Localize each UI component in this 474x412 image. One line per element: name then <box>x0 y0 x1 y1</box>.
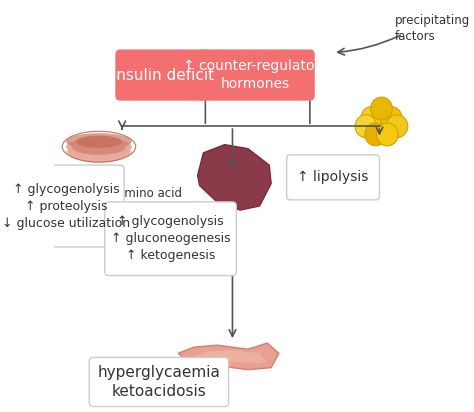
FancyBboxPatch shape <box>198 51 314 100</box>
Text: hyperglycaemia
ketoacidosis: hyperglycaemia ketoacidosis <box>98 365 220 399</box>
Ellipse shape <box>72 138 126 155</box>
Circle shape <box>361 107 383 129</box>
Ellipse shape <box>66 133 132 150</box>
Polygon shape <box>198 145 271 210</box>
Text: amino acid: amino acid <box>117 187 182 200</box>
FancyBboxPatch shape <box>287 155 380 200</box>
FancyBboxPatch shape <box>116 51 209 100</box>
Circle shape <box>371 97 392 120</box>
FancyBboxPatch shape <box>8 165 124 247</box>
Circle shape <box>365 123 386 146</box>
Ellipse shape <box>66 144 132 160</box>
Text: ↑ counter-regulatory
hormones: ↑ counter-regulatory hormones <box>183 59 328 91</box>
FancyBboxPatch shape <box>89 358 228 407</box>
Circle shape <box>386 115 408 138</box>
Text: precipitating
factors: precipitating factors <box>395 14 470 43</box>
Circle shape <box>376 123 398 146</box>
Text: FAA: FAA <box>331 156 353 169</box>
Circle shape <box>380 107 402 129</box>
Ellipse shape <box>76 136 122 148</box>
Polygon shape <box>194 350 267 363</box>
FancyBboxPatch shape <box>105 202 237 276</box>
Ellipse shape <box>66 138 132 155</box>
Text: ↑ glycogenolysis
↑ gluconeogenesis
↑ ketogenesis: ↑ glycogenolysis ↑ gluconeogenesis ↑ ket… <box>111 215 230 262</box>
Text: ↑ lipolysis: ↑ lipolysis <box>297 170 369 184</box>
Text: insulin deficit: insulin deficit <box>112 68 214 82</box>
Ellipse shape <box>68 140 130 163</box>
Polygon shape <box>178 343 279 370</box>
Circle shape <box>355 115 377 138</box>
Text: ↑ glycogenolysis
↑ proteolysis
↓ glucose utilization: ↑ glycogenolysis ↑ proteolysis ↓ glucose… <box>2 183 130 229</box>
